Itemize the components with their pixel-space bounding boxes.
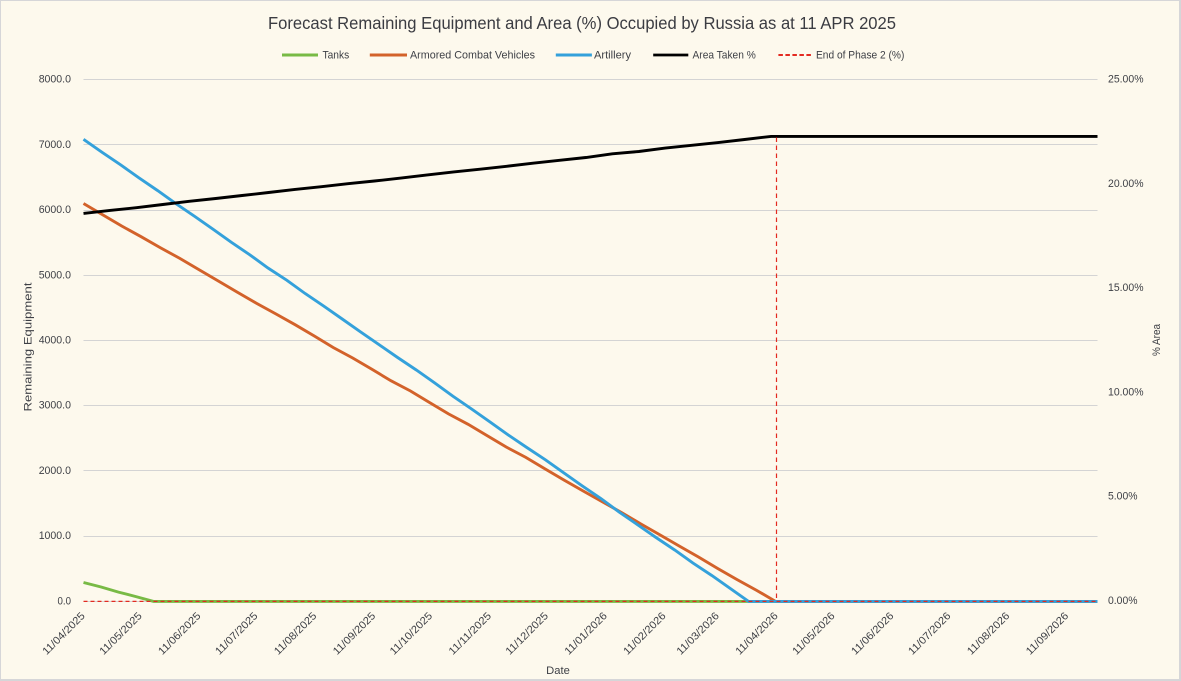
svg-text:11/07/2026: 11/07/2026 [906, 610, 953, 657]
svg-text:5000.0: 5000.0 [39, 269, 71, 281]
svg-text:11/05/2026: 11/05/2026 [790, 610, 837, 657]
svg-text:11/06/2025: 11/06/2025 [156, 610, 203, 657]
svg-text:11/05/2025: 11/05/2025 [97, 610, 144, 657]
svg-text:11/04/2025: 11/04/2025 [40, 610, 87, 657]
svg-text:11/03/2026: 11/03/2026 [674, 610, 721, 657]
svg-text:11/02/2026: 11/02/2026 [621, 610, 668, 657]
svg-text:6000.0: 6000.0 [39, 204, 71, 216]
svg-text:11/09/2025: 11/09/2025 [331, 610, 378, 657]
svg-text:End of Phase 2 (%): End of Phase 2 (%) [816, 49, 904, 61]
svg-text:2000.0: 2000.0 [39, 465, 71, 477]
svg-text:0.00%: 0.00% [1108, 595, 1138, 607]
svg-text:11/07/2025: 11/07/2025 [213, 610, 260, 657]
svg-text:11/12/2025: 11/12/2025 [503, 610, 550, 657]
svg-text:Remaining Equipment: Remaining Equipment [23, 282, 35, 411]
svg-text:4000.0: 4000.0 [39, 335, 71, 347]
svg-text:10.00%: 10.00% [1108, 387, 1144, 399]
svg-text:% Area: % Area [1151, 324, 1163, 356]
svg-text:Tanks: Tanks [323, 49, 350, 61]
svg-text:11/09/2026: 11/09/2026 [1024, 610, 1071, 657]
svg-text:0.0: 0.0 [58, 595, 72, 607]
svg-text:11/01/2026: 11/01/2026 [562, 610, 609, 657]
svg-text:11/10/2025: 11/10/2025 [388, 610, 435, 657]
svg-text:11/06/2026: 11/06/2026 [849, 610, 896, 657]
svg-text:Forecast Remaining Equipment a: Forecast Remaining Equipment and Area (%… [268, 13, 896, 33]
svg-text:1000.0: 1000.0 [39, 530, 71, 542]
svg-text:Artillery: Artillery [594, 49, 632, 61]
svg-text:7000.0: 7000.0 [39, 139, 71, 151]
svg-text:5.00%: 5.00% [1108, 491, 1138, 503]
svg-text:3000.0: 3000.0 [39, 400, 71, 412]
svg-text:15.00%: 15.00% [1108, 282, 1144, 294]
svg-text:11/04/2026: 11/04/2026 [733, 610, 780, 657]
svg-text:11/08/2025: 11/08/2025 [272, 610, 319, 657]
svg-text:25.00%: 25.00% [1108, 74, 1144, 86]
svg-text:11/08/2026: 11/08/2026 [965, 610, 1012, 657]
svg-text:8000.0: 8000.0 [39, 74, 71, 86]
svg-text:20.00%: 20.00% [1108, 178, 1144, 190]
svg-text:Armored Combat Vehicles: Armored Combat Vehicles [410, 49, 535, 61]
svg-text:11/11/2025: 11/11/2025 [447, 610, 494, 657]
svg-text:Area Taken %: Area Taken % [693, 49, 757, 61]
svg-text:Date: Date [546, 665, 570, 677]
